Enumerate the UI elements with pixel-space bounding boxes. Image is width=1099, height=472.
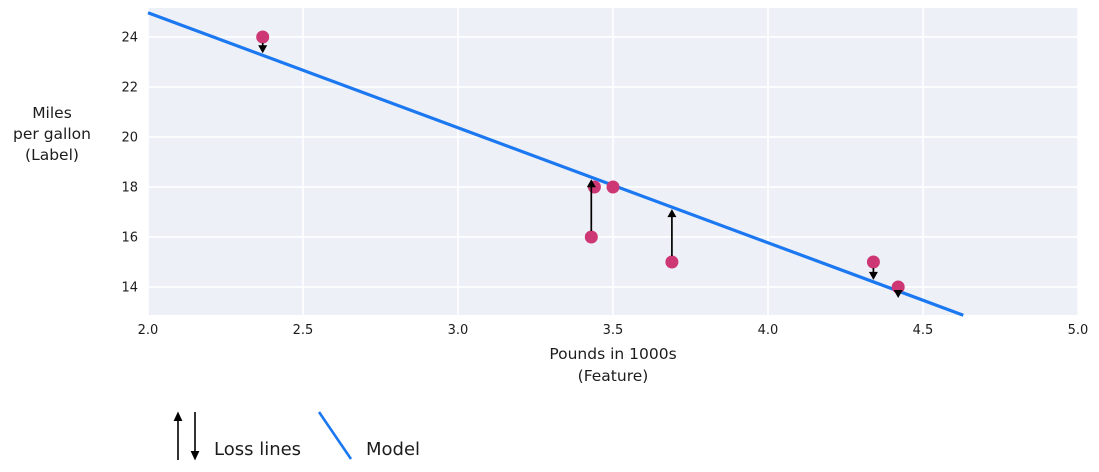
model-legend-icon [317, 411, 353, 460]
x-tick-label: 3.5 [603, 323, 624, 338]
x-axis-title: Pounds in 1000s (Feature) [549, 345, 676, 385]
model-line [147, 11, 964, 317]
data-point [256, 30, 270, 44]
y-tick-label: 14 [121, 281, 138, 296]
x-tick-label: 3.0 [448, 323, 469, 338]
loss-arrow-head [667, 209, 677, 218]
legend-down-arrow-head [190, 451, 200, 461]
y-tick-labels-group: 14 16 18 20 22 24 [121, 31, 138, 296]
loss-arrow-head [893, 290, 903, 298]
data-point [866, 255, 880, 269]
x-axis-title-line-2: (Feature) [578, 367, 649, 385]
loss-arrow-head [868, 271, 878, 280]
y-tick-label: 16 [121, 231, 138, 246]
loss-arrows-group [258, 43, 903, 298]
legend-loss-label: Loss lines [214, 439, 301, 460]
legend-model-label: Model [366, 439, 420, 460]
y-tick-label: 24 [121, 31, 138, 46]
x-tick-label: 2.0 [138, 323, 159, 338]
loss-arrow-head [586, 179, 596, 188]
x-tick-label: 4.0 [758, 323, 779, 338]
y-axis-title-line-1: Miles [32, 104, 72, 122]
loss-arrow-head [258, 45, 268, 54]
data-point [665, 255, 679, 269]
data-point [584, 230, 598, 244]
y-tick-label: 20 [121, 131, 138, 146]
legend: Loss lines Model [173, 411, 420, 461]
y-tick-label: 22 [121, 81, 138, 96]
data-point [606, 180, 620, 194]
model-line-group [147, 11, 964, 317]
x-axis-title-line-1: Pounds in 1000s [549, 345, 676, 363]
y-axis-title-line-2: per gallon [13, 125, 91, 143]
legend-up-arrow-head [173, 411, 183, 421]
y-axis-title: Miles per gallon (Label) [13, 104, 91, 164]
y-tick-label: 18 [121, 181, 138, 196]
x-tick-labels-group: 2.0 2.5 3.0 3.5 4.0 4.5 5.0 [138, 323, 1089, 338]
loss-lines-legend-icon [173, 411, 200, 461]
x-tick-label: 4.5 [913, 323, 934, 338]
x-tick-label: 2.5 [293, 323, 314, 338]
y-axis-title-line-3: (Label) [25, 146, 79, 164]
x-tick-label: 5.0 [1068, 323, 1089, 338]
